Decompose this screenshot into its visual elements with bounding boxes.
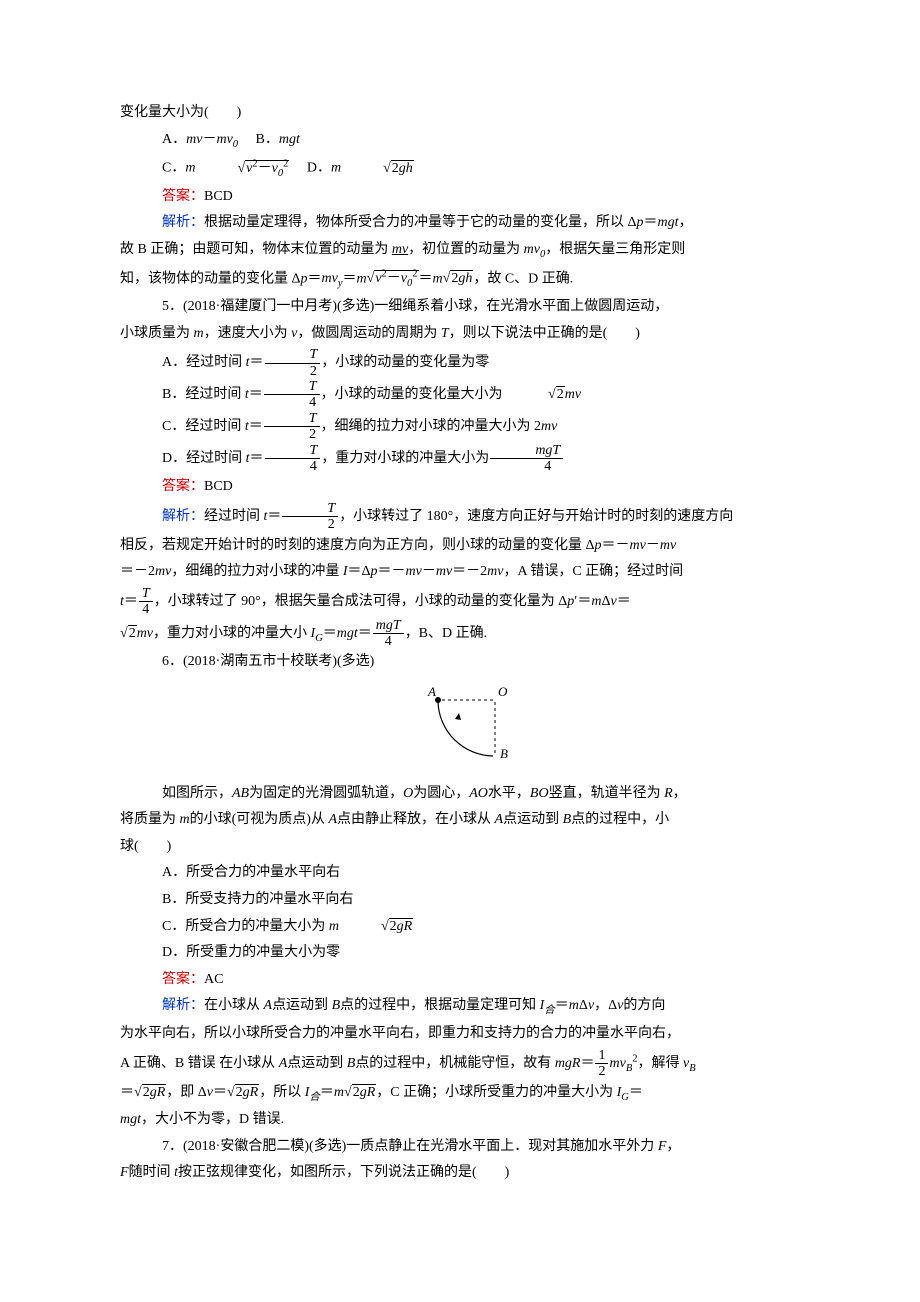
q6-figure: A O B: [120, 682, 800, 773]
q6-optC: C．所受合力的冲量大小为 m2gR: [120, 914, 800, 941]
q4-options-row1: A．mv－mv0 B．mgt: [120, 127, 800, 155]
q4-answer-text: BCD: [204, 189, 233, 204]
q7-stem-p1: 7．(2018·安徽合肥二模)(多选)一质点静止在光滑水平面上．现对其施加水平外…: [120, 1134, 800, 1161]
q6-explain-p1: 解析：在小球从 A点运动到 B点的过程中，根据动量定理可知 I合＝mΔv，Δv的…: [120, 993, 800, 1021]
q4-optA-pre: A．: [162, 132, 186, 147]
q4-explain-p3: 知，该物体的动量的变化量 Δp＝mvy＝mv2－v02＝m2gh，故 C、D 正…: [120, 265, 800, 294]
q4-optC-pre: C．: [162, 161, 185, 176]
q5-explain-p5: 2mv，重力对小球的冲量大小 IG＝mgt＝mgT4，B、D 正确.: [120, 618, 800, 650]
q5-stem-p1: 5．(2018·福建厦门一中月考)(多选)一细绳系着小球，在光滑水平面上做圆周运…: [120, 294, 800, 321]
q4-explain-p1: 解析：根据动量定理得，物体所受合力的冲量等于它的动量的变化量，所以 Δp＝mgt…: [120, 210, 800, 237]
fig-label-A: A: [427, 684, 436, 699]
q6-explain-p5: mgt，大小不为零，D 错误.: [120, 1107, 800, 1134]
q5-explain-p2: 相反，若规定开始计时的时刻的速度方向为正方向，则小球的动量的变化量 Δp＝－mv…: [120, 533, 800, 560]
q4-lead: 变化量大小为( ): [120, 100, 800, 127]
fig-label-O: O: [498, 684, 508, 699]
q6-answer-text: AC: [204, 972, 223, 987]
explain-label: 解析：: [162, 998, 204, 1013]
q6-answer: 答案：AC: [120, 967, 800, 994]
q4-answer: 答案：BCD: [120, 184, 800, 211]
q6-stem-p2: 如图所示，AB为固定的光滑圆弧轨道，O为圆心，AO水平，BO竖直，轨道半径为 R…: [120, 781, 800, 808]
q4-optD-pre: D．: [293, 161, 331, 176]
q6-explain-p3: A 正确、B 错误 在小球从 A点运动到 B点的过程中，机械能守恒，故有 mgR…: [120, 1048, 800, 1080]
q7-stem-p2: F随时间 t按正弦规律变化，如图所示，下列说法正确的是( ): [120, 1160, 800, 1187]
q5-optB: B．经过时间 t＝T4，小球的动量的变化量大小为 2mv: [120, 379, 800, 411]
answer-label: 答案：: [162, 189, 204, 204]
answer-label: 答案：: [162, 972, 204, 987]
q6-explain-p2: 为水平向右，所以小球所受合力的冲量水平向右，即重力和支持力的合力的冲量水平向右，: [120, 1021, 800, 1048]
q6-explain-p4: ＝2gR，即 Δv＝2gR，所以 I合＝m2gR，C 正确；小球所受重力的冲量大…: [120, 1080, 800, 1108]
q4-explain-p2: 故 B 正确；由题可知，物体末位置的动量为 mv，初位置的动量为 mv0，根据矢…: [120, 237, 800, 265]
q6-stem-p3: 将质量为 m的小球(可视为质点)从 A点由静止释放，在小球从 A点运动到 B点的…: [120, 807, 800, 834]
q6-optA: A．所受合力的冲量水平向右: [120, 860, 800, 887]
q5-answer: 答案：BCD: [120, 474, 800, 501]
q6-optD: D．所受重力的冲量大小为零: [120, 940, 800, 967]
q5-optC: C．经过时间 t＝T2，细绳的拉力对小球的冲量大小为 2mv: [120, 411, 800, 443]
q5-answer-text: BCD: [204, 479, 233, 494]
q5-explain-p3: ＝－2mv，细绳的拉力对小球的冲量 I＝Δp＝－mv－mv＝－2mv，A 错误，…: [120, 559, 800, 586]
explain-label: 解析：: [162, 215, 204, 230]
explain-label: 解析：: [162, 509, 204, 524]
q5-explain-p1: 解析：经过时间 t＝T2，小球转过了 180°，速度方向正好与开始计时的时刻的速…: [120, 501, 800, 533]
q4-options-row2: C．mv2－v02 D．m2gh: [120, 154, 800, 183]
answer-label: 答案：: [162, 479, 204, 494]
q5-explain-p4: t＝T4，小球转过了 90°，根据矢量合成法可得，小球的动量的变化量为 Δp′＝…: [120, 586, 800, 618]
q6-stem-p4: 球( ): [120, 834, 800, 861]
q4-optB-pre: B．: [242, 132, 279, 147]
fig-label-B: B: [500, 746, 508, 761]
q5-stem-p2: 小球质量为 m，速度大小为 v，做圆周运动的周期为 T，则以下说法中正确的是( …: [120, 321, 800, 348]
q6-optB: B．所受支持力的冲量水平向右: [120, 887, 800, 914]
q6-stem-p1: 6．(2018·湖南五市十校联考)(多选): [120, 649, 800, 676]
q5-optA: A．经过时间 t＝T2，小球的动量的变化量为零: [120, 347, 800, 379]
q5-optD: D．经过时间 t＝T4，重力对小球的冲量大小为mgT4: [120, 443, 800, 475]
